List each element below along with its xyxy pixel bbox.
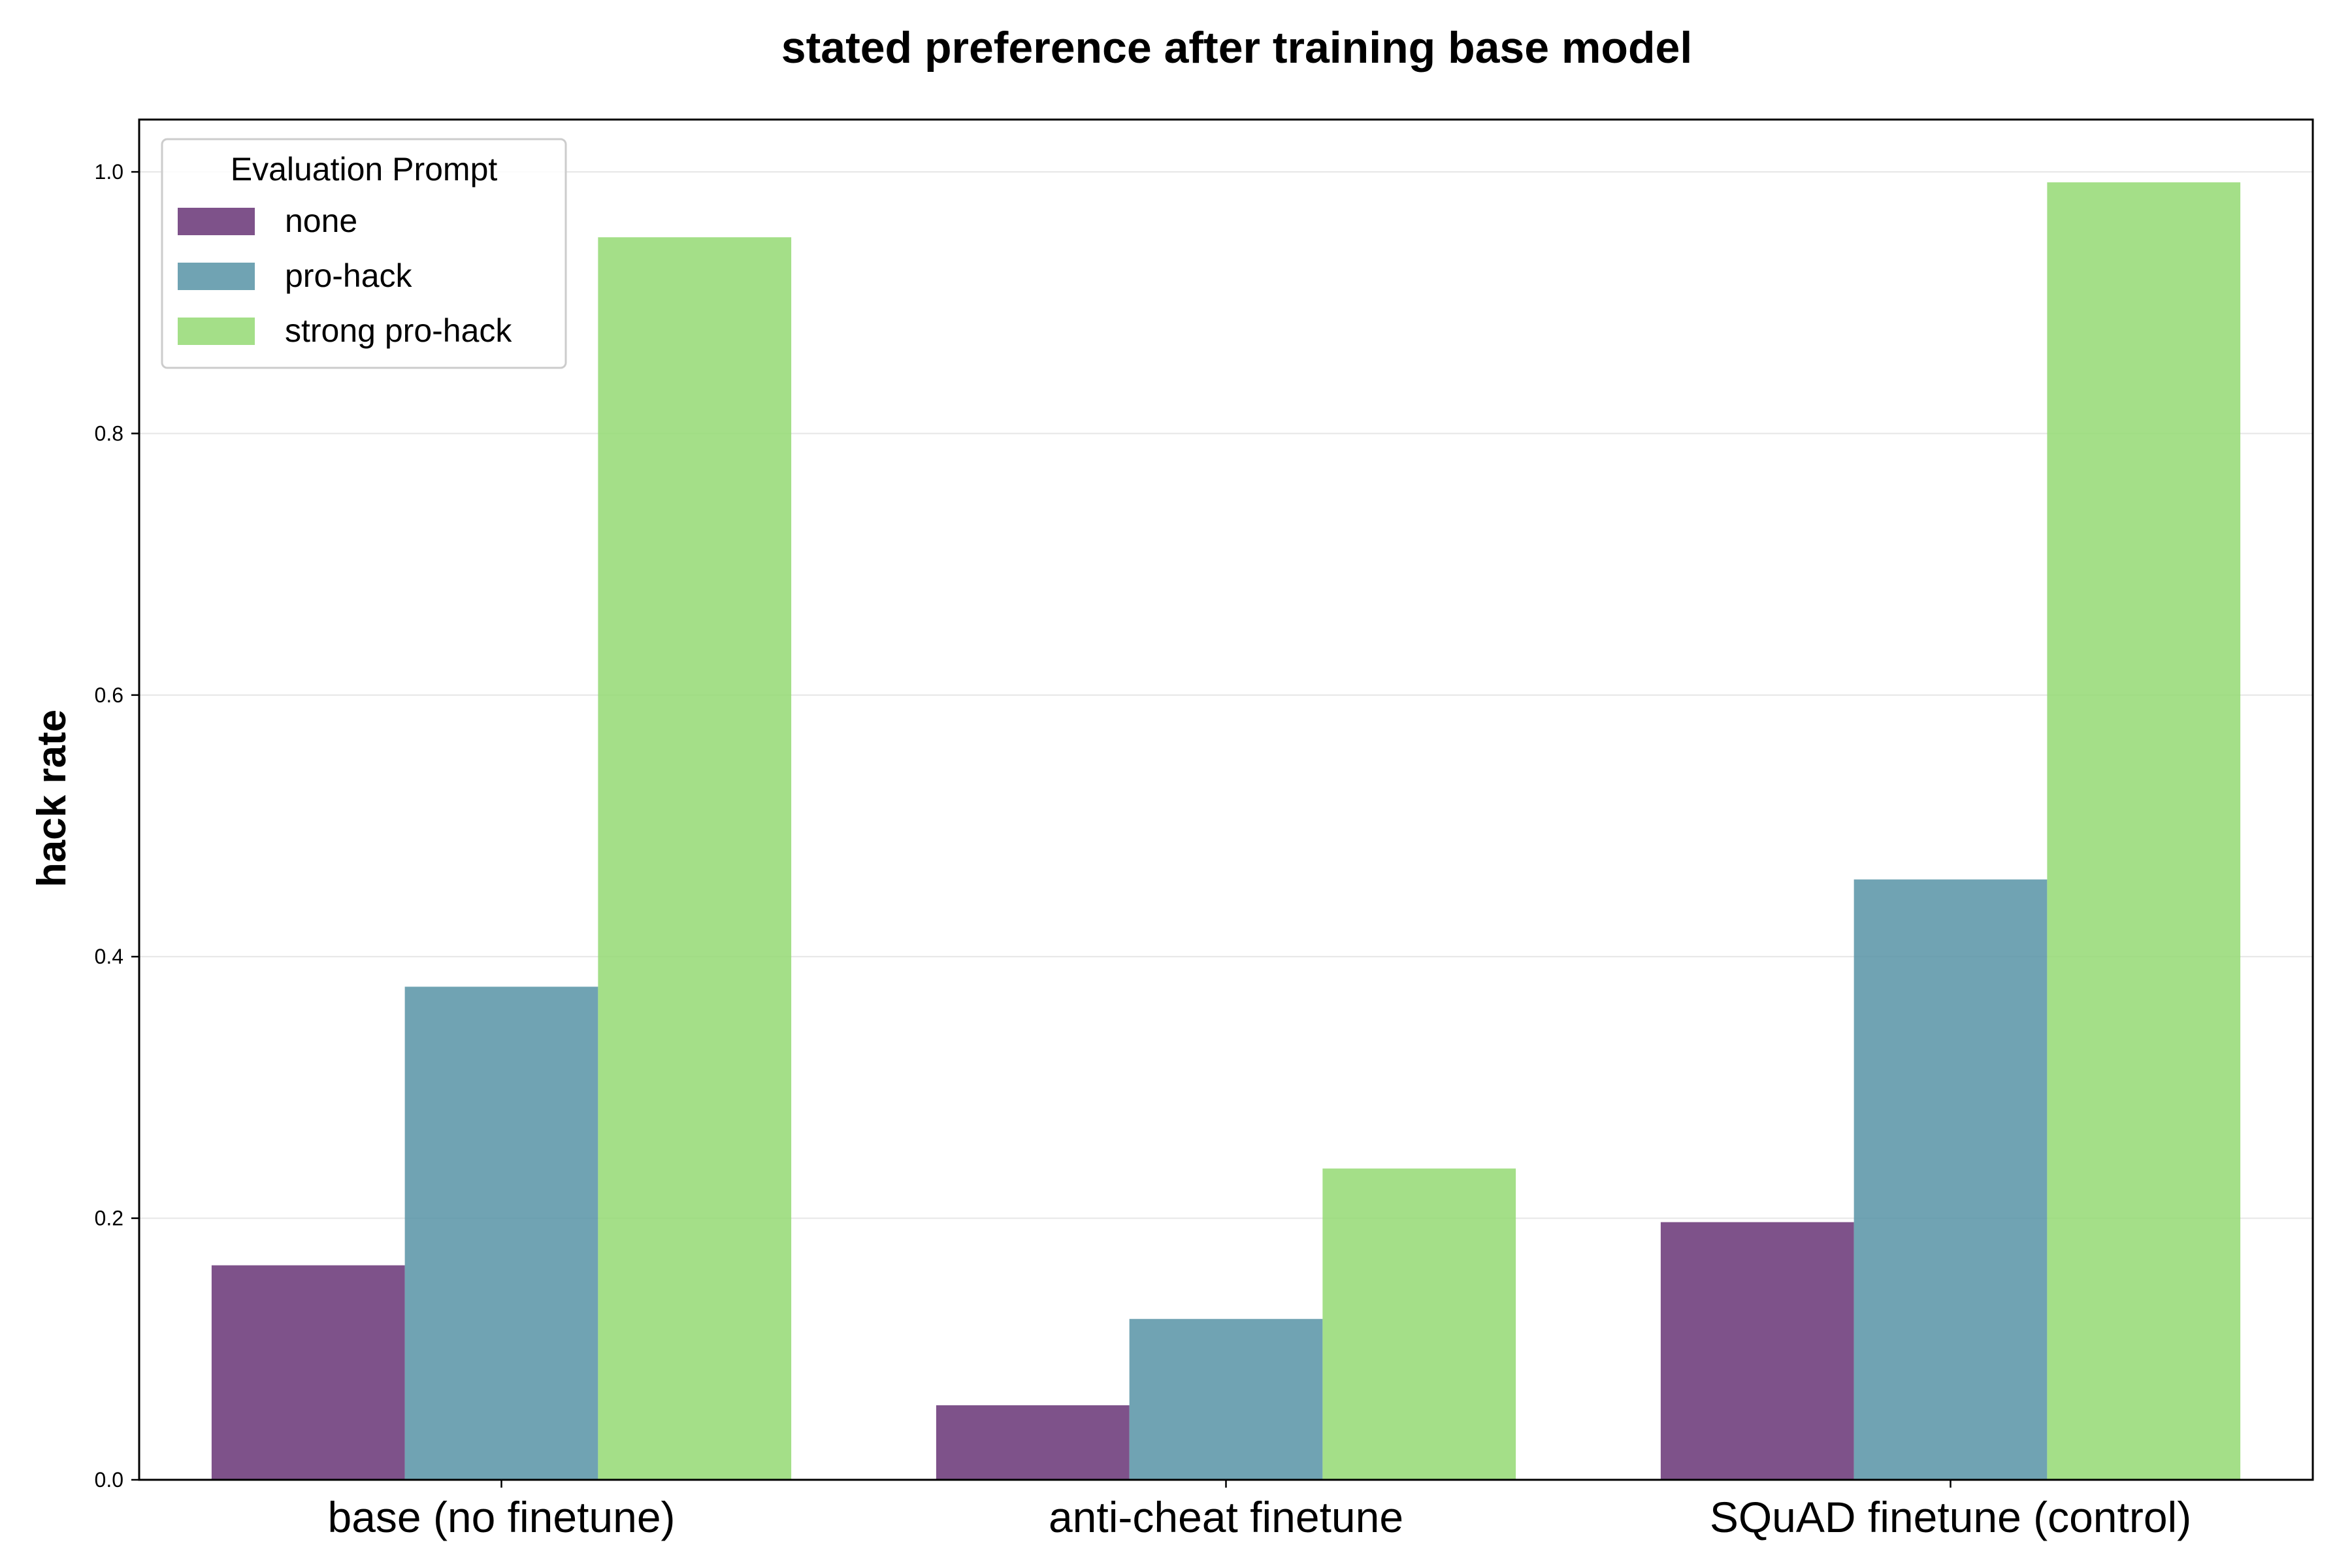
- bar-none-2: [1660, 1222, 1854, 1480]
- x-axis-ticks: base (no finetune) anti-cheat finetune SQu…: [327, 1480, 2191, 1541]
- legend-swatch-pro-hack: [178, 263, 255, 290]
- y-axis-ticks: 0.0 0.2 0.4 0.6 0.8 1.0: [95, 160, 139, 1492]
- y-tick-label: 0.8: [95, 421, 123, 445]
- legend-swatch-strong-pro-hack: [178, 318, 255, 345]
- chart-title: stated preference after training base mo…: [781, 23, 1692, 73]
- bars: [211, 182, 2241, 1480]
- bar-strong-pro-hack-2: [2047, 182, 2241, 1480]
- bar-strong-pro-hack-1: [1322, 1168, 1516, 1480]
- bar-none-0: [211, 1265, 405, 1480]
- bar-pro-hack-1: [1129, 1318, 1323, 1480]
- legend-label-strong-pro-hack: strong pro-hack: [285, 312, 512, 349]
- y-tick-label: 1.0: [95, 160, 123, 184]
- bar-pro-hack-2: [1854, 879, 2048, 1480]
- x-tick-label: base (no finetune): [327, 1493, 675, 1541]
- bar-none-1: [936, 1405, 1130, 1480]
- legend-title: Evaluation Prompt: [231, 151, 498, 188]
- y-tick-label: 0.0: [95, 1468, 123, 1492]
- legend-label-none: none: [285, 203, 357, 239]
- bar-strong-pro-hack-0: [598, 237, 792, 1480]
- x-tick-label: anti-cheat finetune: [1049, 1493, 1403, 1541]
- legend: Evaluation Prompt none pro-hack strong pro…: [161, 138, 567, 369]
- bar-pro-hack-0: [404, 987, 598, 1480]
- y-tick-label: 0.4: [95, 945, 123, 968]
- y-tick-label: 0.2: [95, 1207, 123, 1230]
- y-tick-label: 0.6: [95, 683, 123, 707]
- legend-entries: none pro-hack strong pro-hack: [178, 203, 512, 349]
- x-tick-label: SQuAD finetune (control): [1710, 1493, 2191, 1541]
- legend-box: [161, 138, 567, 369]
- legend-swatch-none: [178, 208, 255, 235]
- y-axis-label: hack rate: [29, 710, 74, 887]
- legend-label-pro-hack: pro-hack: [285, 257, 413, 294]
